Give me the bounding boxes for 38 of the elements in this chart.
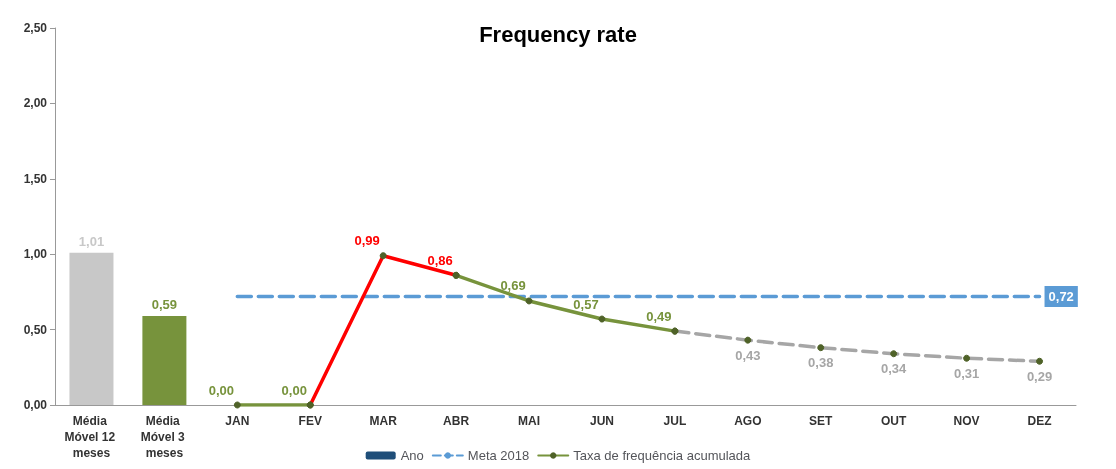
data-label: 0,00 [208,382,234,398]
data-label: 0,43 [735,347,761,363]
y-tick-label: 1,00 [23,247,48,262]
x-tick-label: SET [809,414,834,428]
x-tick-label: JAN [225,414,250,428]
data-label: 0,29 [1026,368,1053,384]
x-tick-label: JUN [589,414,614,428]
x-tick-label: FEV [298,414,322,428]
chart-title: Frequency rate [479,21,637,47]
data-label: 0,49 [646,308,672,324]
data-label: 0,34 [881,361,908,377]
legend-label: Taxa de frequência acumulada [573,448,752,463]
y-tick-label: 1,50 [23,171,48,186]
x-tick-label: DEZ [1027,414,1052,428]
data-label: 0,00 [281,382,307,398]
y-tick-label: 2,00 [23,96,48,111]
x-tick-label: NOV [953,414,980,428]
legend-label: Ano [400,448,424,463]
data-label: 0,31 [953,365,980,381]
data-label: 0,38 [808,355,834,371]
x-tick-label: MAI [518,414,541,428]
data-label: 0,86 [427,252,453,268]
legend-label: Meta 2018 [467,448,530,463]
data-label: 0,59 [151,297,178,313]
data-label: 0,69 [500,278,526,294]
x-tick-label: AGO [734,414,762,428]
x-tick-label: Média Móvel 12 meses [64,414,119,460]
data-label: 0,99 [354,233,380,249]
x-tick-label: MAR [369,414,398,428]
x-tick-label: JUL [663,414,687,428]
y-tick-label: 2,50 [23,21,48,35]
data-label: 0,57 [573,296,599,312]
x-tick-label: OUT [881,414,908,428]
y-tick-label: 0,00 [23,398,48,412]
x-tick-label: ABR [443,414,470,428]
data-label: 0,72 [1048,288,1074,304]
y-tick-label: 0,50 [23,322,48,337]
x-tick-label: Média Móvel 3 meses [140,414,189,460]
